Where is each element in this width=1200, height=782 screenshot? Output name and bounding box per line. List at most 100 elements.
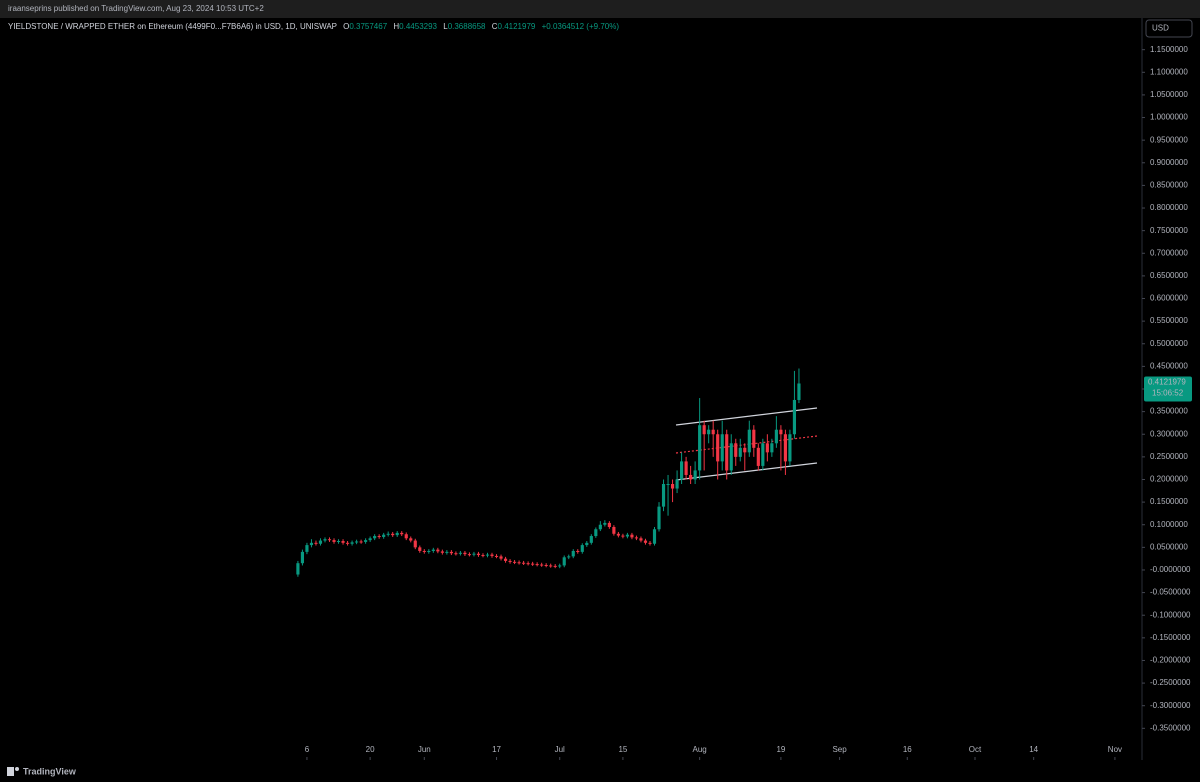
candle-body xyxy=(567,556,571,558)
candle-body xyxy=(761,443,765,466)
candle-body xyxy=(603,522,607,525)
x-tick-label: Jun xyxy=(418,745,431,754)
x-tick-label: Nov xyxy=(1108,745,1122,754)
candle-body xyxy=(765,443,769,453)
candle-body xyxy=(318,540,323,544)
y-tick-label: 1.0000000 xyxy=(1150,113,1188,122)
candle-body xyxy=(571,550,575,557)
candle-body xyxy=(652,529,657,544)
candle-body xyxy=(621,535,625,537)
candle-body xyxy=(314,542,318,544)
candle-body xyxy=(440,551,444,553)
o-value: 0.3757467 xyxy=(349,22,387,31)
candle-body xyxy=(467,554,472,556)
candle-body xyxy=(305,545,309,552)
currency[interactable]: USD xyxy=(1152,24,1169,33)
y-tick-label: -0.2500000 xyxy=(1150,678,1191,687)
candle-body xyxy=(598,524,602,530)
candle-body xyxy=(612,526,616,534)
candle-body xyxy=(589,536,593,543)
y-tick-label: 0.9500000 xyxy=(1150,135,1188,144)
c-label: C xyxy=(492,22,498,31)
y-tick-label: -0.2000000 xyxy=(1150,656,1191,665)
x-tick-label: Jul xyxy=(555,745,565,754)
candle-body xyxy=(693,470,697,480)
candle-body xyxy=(734,443,738,457)
candle-body xyxy=(562,557,566,566)
candle-body xyxy=(494,555,499,557)
y-tick-label: -0.1000000 xyxy=(1150,610,1191,619)
candle-body xyxy=(783,434,787,462)
candle-body xyxy=(553,565,557,567)
y-tick-label: 0.1000000 xyxy=(1150,520,1188,529)
y-tick-label: 0.7500000 xyxy=(1150,226,1188,235)
candle-body xyxy=(296,563,300,575)
candle-body xyxy=(368,538,372,541)
y-tick-label: 1.0500000 xyxy=(1150,90,1188,99)
candle-body xyxy=(580,545,584,552)
candle-body xyxy=(711,429,715,435)
candle-body xyxy=(517,562,521,564)
x-tick-label: Oct xyxy=(969,745,982,754)
candle-body xyxy=(323,539,327,541)
candle-body xyxy=(522,562,526,564)
candle-body xyxy=(797,383,801,400)
candle-body xyxy=(526,563,530,565)
publisher: iraanseprins published on TradingView.co… xyxy=(8,4,264,13)
candle-body xyxy=(490,554,494,556)
top-bar xyxy=(0,0,1200,18)
x-tick-label: Sep xyxy=(832,745,847,754)
candle-body xyxy=(535,564,539,566)
o-label: O xyxy=(343,22,349,31)
candle-body xyxy=(476,553,481,556)
candle-body xyxy=(752,429,756,448)
y-tick-label: 0.4500000 xyxy=(1150,361,1188,370)
candle-body xyxy=(431,549,435,551)
x-tick-label: 20 xyxy=(366,745,375,754)
logo-mark xyxy=(7,767,14,776)
candle-body xyxy=(770,443,774,453)
currency-button[interactable] xyxy=(1145,19,1193,38)
candle-body xyxy=(300,551,305,564)
candle-body xyxy=(359,541,363,543)
candle-body xyxy=(436,549,440,552)
candle-body xyxy=(341,541,345,543)
candle-body xyxy=(373,536,377,539)
y-tick-label: 1.1500000 xyxy=(1150,45,1188,54)
candle-body xyxy=(779,429,783,435)
candle-body xyxy=(345,542,350,544)
candle-body xyxy=(675,479,679,489)
y-tick-label: 0.7000000 xyxy=(1150,248,1188,257)
candle-body xyxy=(332,540,336,542)
candles xyxy=(296,368,801,577)
candle-body xyxy=(607,522,611,527)
candle-body xyxy=(544,564,548,566)
candle-body xyxy=(418,547,422,551)
h-label: H xyxy=(393,22,399,31)
candle-body xyxy=(643,540,648,543)
candle-body xyxy=(639,538,643,541)
legend: YIELDSTONE / WRAPPED ETHER on Ethereum (… xyxy=(8,22,619,31)
countdown: 15:06:52 xyxy=(1152,389,1184,398)
x-tick-label: Aug xyxy=(693,745,707,754)
y-tick-label: -0.3000000 xyxy=(1150,701,1191,710)
y-tick-label: -0.0500000 xyxy=(1150,588,1191,597)
candle-body xyxy=(512,561,517,563)
x-tick-label: 6 xyxy=(305,745,310,754)
candle-body xyxy=(481,555,485,557)
candle-body xyxy=(377,536,381,538)
candle-body xyxy=(413,540,417,548)
y-tick-label: 0.2000000 xyxy=(1150,475,1188,484)
candle-body xyxy=(716,434,720,462)
footer: TradingView xyxy=(7,766,77,776)
candle-body xyxy=(386,533,390,535)
candle-body xyxy=(616,533,620,536)
candle-body xyxy=(309,542,314,546)
c-value: 0.4121979 xyxy=(498,22,536,31)
candle-body xyxy=(747,429,751,453)
candle-body xyxy=(409,538,413,541)
candle-body xyxy=(391,533,395,536)
